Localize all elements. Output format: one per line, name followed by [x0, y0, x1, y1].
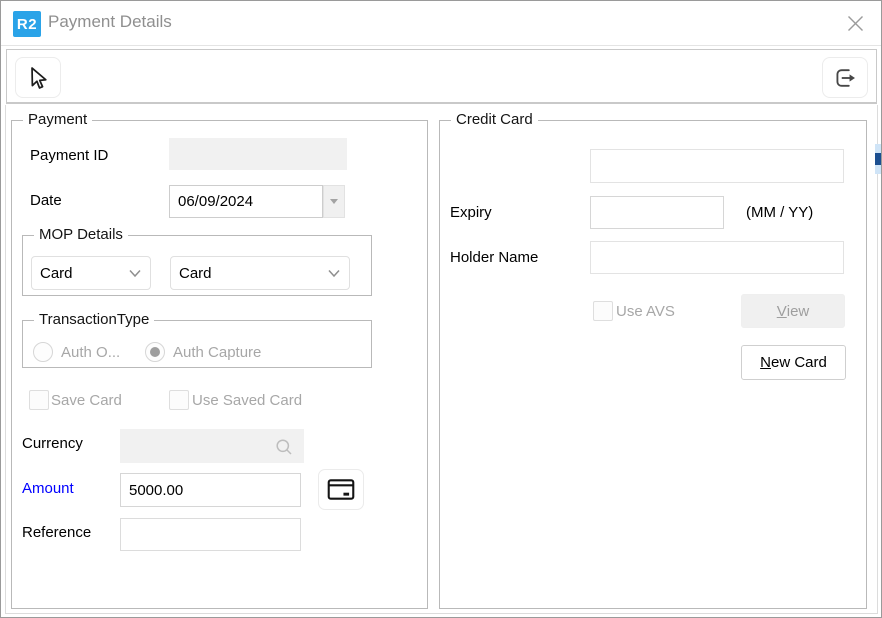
payment-id-field	[169, 138, 347, 170]
search-icon	[274, 437, 294, 457]
pointer-cursor-icon	[25, 65, 51, 91]
credit-card-icon	[326, 476, 356, 503]
currency-field	[120, 429, 304, 463]
credit-card-group: Credit Card Expiry (MM / YY) Holder Name…	[439, 111, 867, 609]
exit-button[interactable]	[822, 57, 868, 98]
view-button-accesskey: V	[776, 302, 787, 320]
new-card-button-accesskey: N	[760, 354, 771, 371]
select-pointer-button[interactable]	[15, 57, 61, 98]
use-saved-card-checkbox	[169, 390, 189, 410]
payment-id-label: Payment ID	[30, 147, 109, 164]
expiry-label: Expiry	[450, 204, 492, 221]
use-avs-checkbox	[593, 301, 613, 321]
background-window-fragment	[875, 144, 881, 174]
holder-name-input[interactable]	[590, 241, 844, 274]
payment-group-label: Payment	[23, 111, 93, 128]
card-payment-button[interactable]	[318, 469, 364, 510]
use-saved-card-label: Use Saved Card	[192, 392, 303, 409]
mop-type-select[interactable]: Card	[31, 256, 151, 290]
chevron-down-icon	[128, 266, 142, 280]
auth-capture-radio	[145, 342, 165, 362]
close-icon	[847, 15, 864, 32]
transaction-type-group-label: TransactionType	[34, 311, 155, 328]
amount-label: Amount	[22, 480, 74, 497]
window-title: Payment Details	[48, 12, 172, 31]
credit-card-group-label: Credit Card	[451, 111, 538, 128]
mop-name-value: Card	[179, 264, 212, 282]
expiry-input[interactable]	[590, 196, 724, 229]
reference-label: Reference	[22, 524, 92, 541]
save-card-checkbox	[29, 390, 49, 410]
transaction-type-group: TransactionType Auth O... Auth Capture	[22, 311, 372, 368]
use-avs-label: Use AVS	[616, 303, 675, 320]
card-number-input[interactable]	[590, 149, 844, 183]
view-button-label: iew	[786, 302, 810, 320]
reference-input[interactable]	[120, 518, 301, 551]
auth-capture-radio-label: Auth Capture	[173, 344, 262, 361]
mop-details-group-label: MOP Details	[34, 226, 128, 243]
date-label: Date	[30, 192, 62, 209]
chevron-down-icon	[327, 266, 341, 280]
mop-name-select[interactable]: Card	[170, 256, 350, 290]
amount-input[interactable]	[120, 473, 301, 507]
holder-name-label: Holder Name	[450, 249, 539, 266]
close-button[interactable]	[844, 12, 866, 34]
payment-group: Payment Payment ID Date MOP Details Card…	[11, 111, 428, 609]
new-card-button-label: ew Card	[770, 354, 827, 371]
save-card-label: Save Card	[51, 392, 122, 409]
titlebar: R2 Payment Details	[1, 1, 881, 46]
mop-details-group: MOP Details Card Card	[22, 226, 372, 296]
date-input[interactable]	[169, 185, 323, 218]
auth-only-radio-label: Auth O...	[61, 344, 121, 361]
exit-icon	[832, 65, 858, 91]
currency-label: Currency	[22, 435, 83, 452]
toolbar	[6, 49, 877, 104]
app-logo: R2	[13, 11, 41, 37]
date-dropdown-button[interactable]	[323, 185, 345, 218]
app-logo-text: R2	[16, 15, 38, 33]
expiry-format-hint: (MM / YY)	[746, 204, 814, 221]
chevron-down-icon	[330, 199, 338, 204]
mop-type-value: Card	[40, 264, 73, 282]
auth-only-radio	[33, 342, 53, 362]
